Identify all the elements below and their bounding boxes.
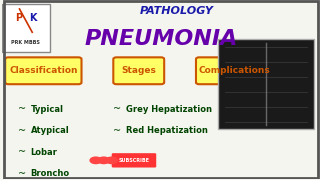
Text: PRK MBBS: PRK MBBS [12, 40, 40, 46]
FancyBboxPatch shape [113, 57, 164, 84]
Circle shape [106, 157, 117, 164]
FancyBboxPatch shape [5, 57, 82, 84]
Bar [218, 39, 314, 129]
Text: ~: ~ [18, 104, 26, 114]
Text: Broncho: Broncho [31, 169, 70, 178]
Text: ~: ~ [18, 169, 26, 179]
Circle shape [98, 157, 109, 164]
Circle shape [90, 157, 101, 164]
Text: Lobar: Lobar [31, 148, 58, 157]
Text: PNEUMONIA: PNEUMONIA [84, 29, 238, 50]
Text: Typical: Typical [31, 105, 64, 114]
Text: P: P [15, 13, 22, 23]
Text: ~: ~ [113, 126, 121, 136]
Text: SUBSCRIBE: SUBSCRIBE [118, 158, 149, 163]
Text: Red Hepatization: Red Hepatization [126, 126, 208, 135]
Text: K: K [29, 13, 36, 23]
FancyBboxPatch shape [112, 153, 156, 168]
Text: Classification: Classification [9, 66, 77, 75]
Text: Stages: Stages [121, 66, 156, 75]
FancyBboxPatch shape [196, 57, 272, 84]
Text: Atypical: Atypical [31, 126, 69, 135]
Text: ~: ~ [113, 104, 121, 114]
Text: ~: ~ [18, 147, 26, 157]
Text: Grey Hepatization: Grey Hepatization [126, 105, 212, 114]
Text: PATHOLOGY: PATHOLOGY [140, 6, 214, 16]
FancyBboxPatch shape [2, 4, 50, 52]
Text: ~: ~ [18, 126, 26, 136]
Text: Complications: Complications [198, 66, 270, 75]
